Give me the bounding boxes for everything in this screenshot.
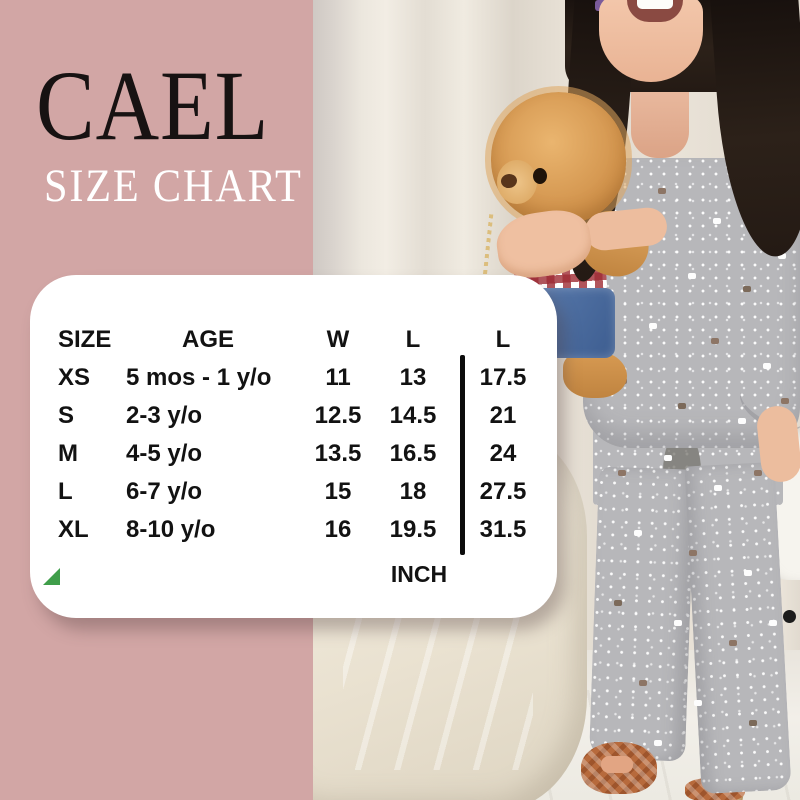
teddy-bear-head (491, 92, 626, 224)
pants-length-value: 17.5 (479, 364, 527, 391)
column-divider (460, 355, 465, 555)
size-chart-table: SIZE AGE W L L XS 5 mos - 1 y/o 11 13 17… (58, 321, 538, 549)
width-value: 11 (325, 364, 351, 391)
size-chart-heading: SIZE CHART (44, 160, 303, 212)
pants-length-value: 21 (489, 402, 517, 429)
column-header-size: SIZE (58, 326, 112, 353)
child-toes (601, 756, 633, 773)
pajama-pant-leg-right (684, 461, 792, 795)
child-teeth (637, 0, 673, 9)
size-chart-card: SIZE AGE W L L XS 5 mos - 1 y/o 11 13 17… (30, 275, 557, 618)
teddy-eye (533, 168, 547, 184)
column-header-width: W (326, 326, 350, 353)
column-header-pants-length: L (495, 326, 511, 353)
length-value: 13 (399, 364, 427, 391)
age-value: 8-10 y/o (126, 516, 216, 543)
size-label: XL (58, 516, 89, 543)
age-value: 2-3 y/o (126, 402, 203, 429)
length-value: 16.5 (389, 440, 437, 467)
age-value: 5 mos - 1 y/o (126, 364, 272, 391)
size-label: M (58, 440, 78, 467)
pants-length-value: 27.5 (479, 478, 527, 505)
teddy-leg (563, 350, 627, 398)
width-value: 16 (324, 516, 352, 543)
age-value: 4-5 y/o (126, 440, 203, 467)
pants-length-value: 31.5 (479, 516, 527, 543)
bear-print-motifs-pants (594, 430, 602, 436)
age-value: 6-7 y/o (126, 478, 203, 505)
length-value: 14.5 (389, 402, 437, 429)
length-value: 19.5 (389, 516, 437, 543)
size-label: XS (58, 364, 91, 391)
length-value: 18 (399, 478, 427, 505)
width-value: 15 (324, 478, 352, 505)
width-value: 13.5 (314, 440, 362, 467)
green-triangle-mark (43, 568, 60, 585)
size-label: S (58, 402, 75, 429)
unit-label: INCH (390, 561, 448, 587)
pajama-pant-leg-left (588, 466, 696, 762)
width-value: 12.5 (314, 402, 362, 429)
pants-length-value: 24 (489, 440, 517, 467)
column-header-age: AGE (181, 326, 234, 353)
column-header-length: L (405, 326, 421, 353)
stool-leg-knob (783, 610, 796, 623)
brand-block: CAEL SIZE CHART (36, 56, 331, 211)
size-label: L (58, 478, 73, 505)
brand-title: CAEL (36, 50, 270, 161)
